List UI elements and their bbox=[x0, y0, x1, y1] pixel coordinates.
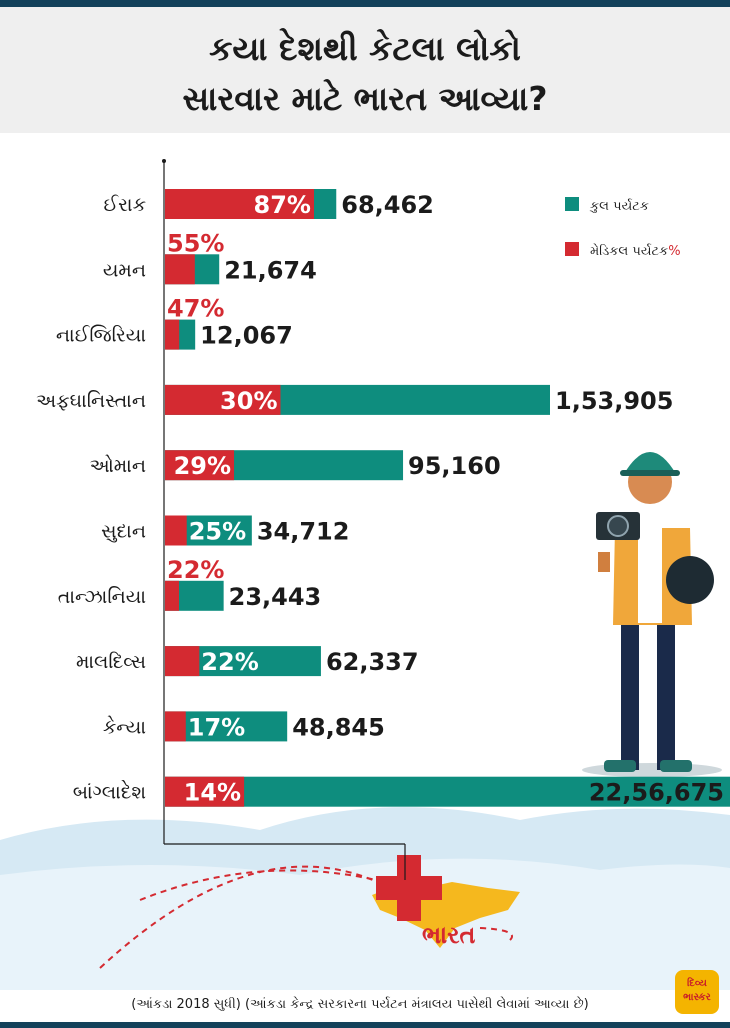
bars-group: ઈરાક 87% 68,462 યમન 55%21,674 નાઈજિરિયા 47%12,… bbox=[36, 189, 730, 807]
route-lines bbox=[99, 865, 513, 969]
percent-label: 22% bbox=[201, 648, 258, 676]
bar-medical bbox=[165, 711, 186, 742]
percent-label: 55% bbox=[167, 229, 224, 257]
title-line-2: સારવાર માટે ભારત આવ્યા? bbox=[182, 79, 548, 118]
bar-chart: ભારત કુલ પર્યટક મેડિકલ પર્યટક% ઈરાક 87% 68… bbox=[0, 159, 730, 990]
map-label-india: ભારત bbox=[422, 921, 475, 949]
footnote: (આંકડા 2018 સુધી) (આંકડા કેન્દ્ર સરકારના… bbox=[131, 997, 589, 1012]
category-label: સુદાન bbox=[101, 521, 146, 543]
category-label: ઈરાક bbox=[103, 194, 146, 216]
bar-medical bbox=[165, 319, 180, 350]
legend-medical-label: મેડિકલ પર્યટક% bbox=[590, 243, 681, 259]
category-label: તાન્ઝાનિયા bbox=[58, 586, 146, 608]
value-label: 1,53,905 bbox=[555, 387, 673, 415]
y-axis-dot bbox=[162, 159, 166, 163]
value-label: 23,443 bbox=[229, 583, 322, 611]
bar-medical bbox=[165, 189, 314, 219]
category-label: કેન્યા bbox=[103, 716, 146, 738]
medical-cross-icon bbox=[376, 855, 442, 921]
divya-bhaskar-logo: દિવ્ય ભાસ્કર bbox=[675, 970, 719, 1014]
top-strip bbox=[0, 0, 730, 7]
bar-total bbox=[165, 776, 730, 807]
value-label: 21,674 bbox=[224, 256, 317, 284]
header bbox=[0, 7, 730, 133]
bar-medical bbox=[165, 515, 187, 546]
percent-label: 47% bbox=[167, 295, 224, 323]
bar-medical bbox=[165, 450, 235, 481]
title-line-1: કયા દેશથી કેટલા લોકો bbox=[209, 29, 521, 68]
category-label: નાઈજિરિયા bbox=[56, 325, 146, 347]
bar-medical bbox=[165, 384, 281, 415]
percent-label: 29% bbox=[174, 452, 231, 480]
percent-label: 25% bbox=[189, 518, 246, 546]
value-label: 62,337 bbox=[326, 648, 419, 676]
bar-medical bbox=[165, 580, 179, 611]
value-label: 95,160 bbox=[408, 452, 501, 480]
category-label: માલદિવ્સ bbox=[76, 651, 146, 673]
legend-total-label: કુલ પર્યટક bbox=[589, 198, 649, 214]
value-label: 48,845 bbox=[292, 713, 385, 741]
legend-medical-swatch bbox=[565, 242, 579, 256]
category-label: યમન bbox=[103, 259, 146, 281]
bar-medical bbox=[165, 646, 200, 677]
percent-label: 14% bbox=[184, 779, 241, 807]
bottom-strip bbox=[0, 1022, 730, 1028]
world-map-background bbox=[0, 807, 730, 990]
percent-label: 22% bbox=[167, 556, 224, 584]
category-label: ઓમાન bbox=[90, 455, 146, 477]
bar-medical bbox=[165, 776, 245, 807]
legend: કુલ પર્યટક મેડિકલ પર્યટક% bbox=[565, 197, 681, 259]
category-label: અફઘાનિસ્તાન bbox=[36, 390, 146, 412]
legend-medical-suffix: % bbox=[668, 244, 680, 259]
value-label: 22,56,675 bbox=[589, 779, 724, 807]
legend-total-swatch bbox=[565, 197, 579, 211]
percent-label: 17% bbox=[188, 713, 245, 741]
bar-medical bbox=[165, 254, 195, 285]
tourist-illustration bbox=[582, 452, 722, 777]
value-label: 12,067 bbox=[200, 322, 293, 350]
percent-label: 87% bbox=[254, 191, 311, 219]
legend-medical-text: મેડિકલ પર્યટક bbox=[590, 243, 668, 259]
value-label: 68,462 bbox=[341, 191, 434, 219]
value-label: 34,712 bbox=[257, 518, 350, 546]
category-label: બાંગ્લાદેશ bbox=[73, 781, 146, 804]
percent-label: 30% bbox=[220, 387, 277, 415]
